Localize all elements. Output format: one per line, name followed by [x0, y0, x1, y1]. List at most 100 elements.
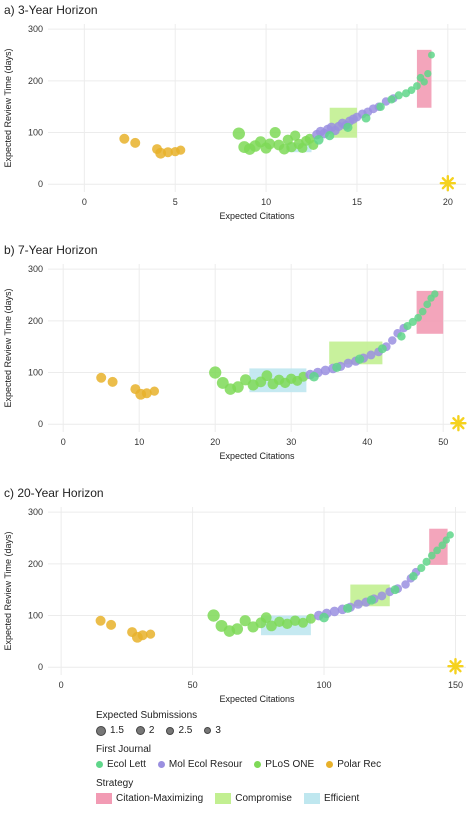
data-point — [388, 336, 397, 345]
data-point — [137, 630, 148, 641]
star-ray — [441, 177, 454, 190]
star-icon — [447, 658, 464, 675]
strategy-swatch-icon — [303, 793, 320, 804]
size-dot-icon — [96, 725, 106, 736]
data-point — [269, 126, 281, 139]
data-point — [394, 91, 403, 100]
x-tick-label: 150 — [448, 680, 463, 690]
data-point — [407, 86, 416, 95]
legend-size-title: Expected Submissions — [96, 710, 198, 721]
x-axis-label: Expected Citations — [219, 211, 295, 221]
data-point — [427, 551, 436, 560]
data-point — [427, 51, 435, 59]
data-point — [329, 606, 340, 617]
legend-journal-item: PLoS ONE — [254, 759, 314, 770]
x-tick-label: 40 — [362, 437, 372, 447]
y-axis-label: Expected Review Time (days) — [3, 288, 13, 407]
y-tick-label: 200 — [28, 76, 43, 86]
x-tick-label: 10 — [134, 437, 144, 447]
y-tick-label: 0 — [38, 419, 43, 429]
legend-journal-row: Ecol Lett Mol Ecol Resour PLoS ONE Polar… — [96, 759, 466, 770]
x-tick-label: 30 — [286, 437, 296, 447]
data-point — [387, 95, 396, 104]
journal-dot-icon — [326, 761, 334, 768]
journal-dot-icon — [254, 761, 262, 768]
size-dot-icon — [166, 726, 175, 735]
chart-title: b) 7-Year Horizon — [4, 243, 98, 257]
legend-journal-item: Polar Rec — [326, 759, 381, 770]
data-point — [431, 290, 439, 298]
journal-dot-icon — [157, 761, 165, 768]
legend-strategy-title: Strategy — [96, 778, 134, 789]
x-tick-label: 50 — [188, 680, 198, 690]
data-point — [96, 372, 107, 383]
data-point — [107, 376, 118, 387]
data-point — [377, 591, 387, 601]
data-point — [209, 366, 222, 379]
data-point — [420, 78, 428, 86]
data-point — [207, 609, 220, 622]
data-point — [408, 317, 417, 326]
data-point — [377, 344, 387, 354]
chart-title: c) 20-Year Horizon — [4, 486, 104, 500]
data-point — [264, 138, 276, 150]
data-point — [162, 147, 173, 158]
x-tick-label: 20 — [443, 197, 453, 207]
legend-journal-item: Ecol Lett — [96, 759, 146, 770]
strategy-swatch-icon — [96, 793, 112, 804]
data-point — [141, 388, 152, 399]
data-point — [433, 546, 441, 555]
data-point — [414, 313, 422, 322]
y-tick-label: 0 — [38, 662, 43, 672]
legend-size-item: 1.5 — [96, 725, 124, 736]
data-point — [424, 69, 432, 78]
y-tick-label: 100 — [28, 128, 43, 138]
data-point — [130, 137, 141, 148]
y-tick-label: 300 — [28, 24, 43, 34]
x-tick-label: 5 — [173, 197, 178, 207]
legend-journal-item: Mol Ecol Resour — [157, 759, 242, 770]
data-point — [282, 618, 293, 630]
data-point — [149, 386, 160, 396]
data-point — [119, 133, 130, 144]
legend-size-item: 3 — [204, 725, 221, 736]
data-point — [366, 350, 376, 360]
chart-panel: b) 7-Year Horizon 0 10 20 30 40 50 0 100 200 300 Ex… — [3, 243, 467, 461]
data-point — [413, 82, 421, 90]
size-dot-icon — [135, 726, 145, 735]
data-point — [446, 531, 454, 539]
star-icon — [450, 415, 467, 432]
legend-size-item: 2 — [135, 725, 154, 736]
data-point — [261, 370, 273, 382]
x-tick-label: 0 — [82, 197, 87, 207]
data-point — [343, 122, 353, 133]
data-point — [409, 572, 418, 581]
star-ray — [452, 417, 465, 430]
x-axis-label: Expected Citations — [219, 451, 295, 461]
y-tick-label: 300 — [28, 264, 43, 274]
data-point — [442, 536, 450, 544]
y-tick-label: 100 — [28, 368, 43, 378]
data-point — [231, 623, 244, 635]
data-point — [274, 616, 285, 627]
x-tick-label: 0 — [59, 680, 64, 690]
data-point — [353, 599, 363, 609]
data-point — [325, 131, 335, 141]
legend-strategy-item: Compromise — [215, 793, 292, 804]
y-axis-label: Expected Review Time (days) — [3, 531, 13, 650]
x-tick-label: 20 — [210, 437, 220, 447]
data-point — [232, 127, 245, 140]
data-point — [106, 619, 117, 630]
data-point — [313, 134, 324, 145]
data-point — [239, 615, 251, 627]
data-point — [289, 130, 301, 141]
data-point — [397, 332, 406, 341]
journal-dot-icon — [96, 761, 103, 768]
legend: Expected Submissions 1.5 2 2.5 3 First J… — [96, 710, 466, 812]
x-tick-label: 50 — [438, 437, 448, 447]
star-ray — [449, 660, 462, 673]
chart-panel: c) 20-Year Horizon 0 50 100 150 0 100 200 300 Exp… — [3, 486, 466, 704]
x-tick-label: 0 — [61, 437, 66, 447]
